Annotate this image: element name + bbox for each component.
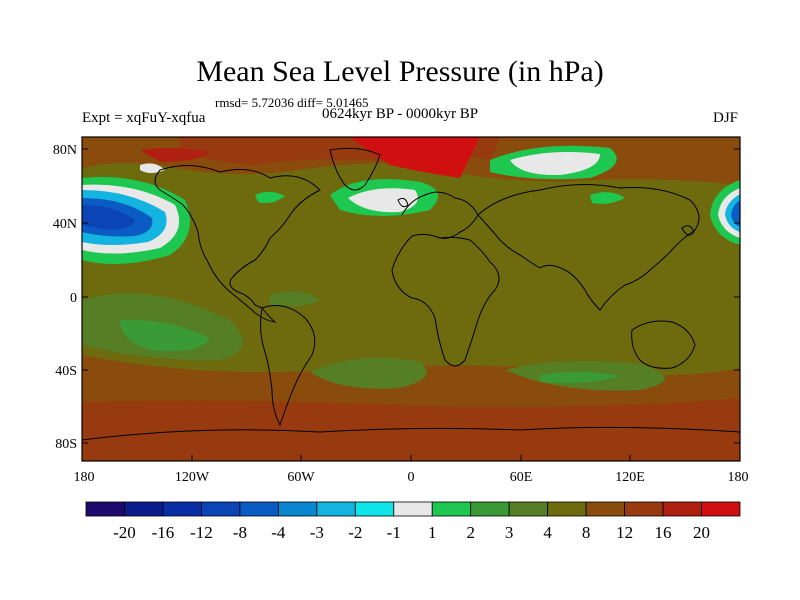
colorbar-swatch — [85, 501, 125, 517]
colorbar-swatch — [124, 501, 164, 517]
lon-tick-label: 60E — [510, 470, 533, 485]
colorbar-label: 8 — [582, 523, 591, 542]
colorbar-swatch — [624, 501, 664, 517]
colorbar-label: -2 — [348, 523, 362, 542]
colorbar-label: -8 — [233, 523, 247, 542]
colorbar-label: 3 — [505, 523, 514, 542]
lon-tick-label: 120E — [615, 470, 645, 485]
colorbar-swatch — [239, 501, 279, 517]
colorbar-label: -1 — [387, 523, 401, 542]
colorbar-swatch — [201, 501, 241, 517]
colorbar-label: -12 — [190, 523, 213, 542]
colorbar-swatch — [393, 501, 433, 517]
colorbar-label: 12 — [616, 523, 633, 542]
colorbar-swatch — [431, 501, 472, 517]
lat-tick-label: 40S — [55, 364, 77, 379]
colorbar-swatch — [277, 501, 318, 517]
colorbar-label: -3 — [310, 523, 324, 542]
colorbar-swatch — [547, 501, 587, 517]
lon-tick-label: 120W — [175, 470, 210, 485]
colorbar-swatch — [701, 501, 741, 517]
coastlines — [82, 147, 740, 441]
latitude-axis — [82, 148, 740, 444]
season-label: DJF — [713, 110, 739, 126]
colorbar-label: 4 — [543, 523, 552, 542]
lon-tick-label: 60W — [287, 470, 315, 485]
lat-tick-label: 0 — [70, 291, 77, 306]
lon-tick-label: 180 — [74, 470, 95, 485]
colorbar-label: 2 — [466, 523, 475, 542]
longitude-axis — [81, 455, 741, 461]
colorbar-swatch — [585, 501, 625, 517]
period-subtitle: 0624kyr BP - 0000kyr BP — [322, 106, 479, 122]
colorbar-swatch — [162, 501, 202, 517]
colorbar-swatch — [508, 501, 549, 517]
lat-tick-label: 80N — [53, 143, 77, 158]
rmsd-stats: rmsd= 5.72036 diff= 5.01465 — [215, 95, 369, 110]
colorbar-label: -16 — [152, 523, 175, 542]
lon-tick-label: 0 — [408, 470, 415, 485]
colorbar-label: -4 — [271, 523, 286, 542]
colorbar-swatch — [662, 501, 702, 517]
anomaly-field — [82, 137, 740, 461]
lat-tick-label: 80S — [55, 437, 77, 452]
map-title: Mean Sea Level Pressure (in hPa) — [196, 55, 604, 88]
colorbar-label: -20 — [113, 523, 136, 542]
colorbar-label: 16 — [655, 523, 672, 542]
colorbar-swatch — [470, 501, 510, 517]
colorbar-label: 1 — [428, 523, 437, 542]
colorbar-label: 20 — [693, 523, 710, 542]
lon-tick-label: 180 — [728, 470, 749, 485]
colorbar: -20 -16 -12 -8 -4 -3 -2 -1 1 2 3 4 8 12 16 20 — [85, 501, 741, 542]
lat-tick-label: 40N — [53, 217, 77, 232]
colorbar-swatch — [354, 501, 395, 517]
colorbar-swatch — [316, 501, 356, 517]
experiment-label: Expt = xqFuY-xqfua — [82, 110, 206, 126]
